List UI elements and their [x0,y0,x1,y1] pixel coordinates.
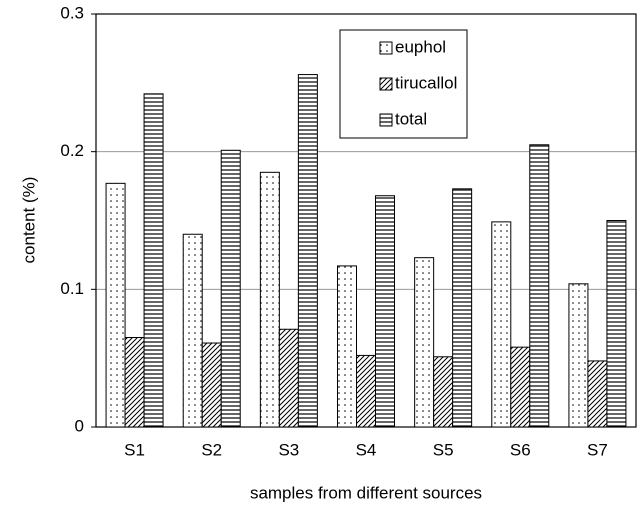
bar [510,346,531,428]
bar [337,265,357,428]
bar [606,220,627,428]
legend-label: euphol [395,37,446,56]
bar [182,233,203,428]
bar [587,360,608,428]
legend-label: tirucallol [395,73,457,92]
y-tick-label: 0.3 [60,3,84,22]
bar [433,356,454,428]
bar [105,182,126,428]
y-tick-label: 0 [75,416,84,435]
bar [356,354,376,428]
legend-box [339,29,468,139]
x-axis-label: samples from different sources [250,483,482,502]
y-tick-label: 0.2 [60,141,84,160]
bar [414,257,435,428]
bar [220,149,241,428]
legend-swatch [379,113,393,127]
bar [452,188,473,428]
x-tick-label: S5 [433,440,454,459]
y-axis-label: content (%) [19,177,38,264]
bar [278,328,299,428]
bar [297,74,318,428]
x-tick-label: S6 [510,440,531,459]
bar [491,221,512,428]
legend-swatch [379,41,393,55]
bar [124,337,145,428]
bar [568,283,589,428]
legend-swatch [379,77,393,91]
x-tick-label: S7 [587,440,608,459]
bar [143,93,164,428]
bar [529,144,550,428]
y-tick-label: 0.1 [60,279,84,298]
x-tick-label: S2 [201,440,222,459]
x-tick-label: S3 [278,440,299,459]
x-tick-label: S1 [124,440,145,459]
bar [259,171,280,428]
bar [375,195,395,428]
x-tick-label: S4 [356,440,377,459]
legend-label: total [395,109,427,128]
bar [201,342,222,428]
